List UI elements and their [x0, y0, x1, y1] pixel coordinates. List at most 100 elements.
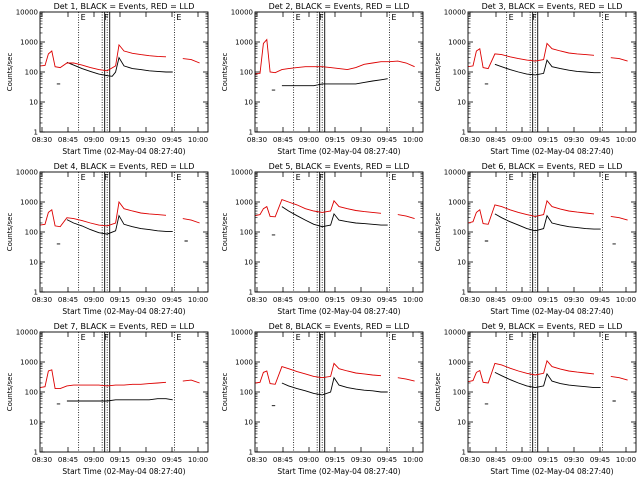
x-tick-label: 08:45 [486, 296, 506, 304]
x-axis-label: Start Time (02-May-04 08:27:40) [62, 307, 185, 316]
x-tick-label: 10:00 [616, 136, 636, 144]
y-tick-label: 1000 [448, 199, 466, 207]
plot-frame [467, 331, 637, 453]
y-tick-label: 10 [457, 259, 466, 267]
x-tick-label: 09:00 [299, 456, 319, 464]
series-line-lld [467, 42, 628, 70]
y-tick-label: 1 [462, 289, 466, 297]
x-tick-label: 08:30 [247, 456, 267, 464]
x-tick-label: 09:30 [564, 296, 584, 304]
series-line-lld [254, 38, 415, 75]
y-tick-label: 1000 [235, 199, 253, 207]
x-tick-label: 09:15 [110, 296, 130, 304]
plot-frame [39, 11, 209, 133]
series-line-lld [467, 359, 628, 384]
detector-panel-4: Det 4, BLACK = Events, RED = LLD Counts/s… [6, 162, 209, 316]
marker-annotation: E [391, 333, 396, 342]
y-tick-label: 10 [244, 259, 253, 267]
x-axis-label: Start Time (02-May-04 08:27:40) [62, 467, 185, 476]
y-tick-label: 10000 [444, 329, 466, 337]
x-tick-label: 09:30 [351, 296, 371, 304]
panel-title: Det 6, BLACK = Events, RED = LLD [482, 162, 623, 171]
x-tick-label: 08:30 [32, 136, 52, 144]
panel-title: Det 4, BLACK = Events, RED = LLD [54, 162, 195, 171]
series-line-lld [39, 200, 200, 228]
marker-annotation: F [319, 173, 324, 182]
x-tick-label: 08:30 [460, 296, 480, 304]
y-tick-label: 10000 [231, 169, 253, 177]
x-tick-label: 08:30 [32, 296, 52, 304]
marker-annotation: E [296, 173, 301, 182]
x-tick-label: 08:30 [247, 136, 267, 144]
x-tick-label: 09:45 [590, 296, 610, 304]
x-tick-label: 09:45 [590, 136, 610, 144]
x-tick-label: 09:45 [377, 296, 397, 304]
y-tick-label: 100 [453, 229, 466, 237]
y-tick-label: 10000 [16, 9, 38, 17]
marker-annotation: F [104, 13, 109, 22]
marker-annotation: E [296, 333, 301, 342]
x-tick-label: 09:30 [564, 456, 584, 464]
marker-annotation: F [532, 333, 537, 342]
x-tick-label: 08:45 [273, 136, 293, 144]
x-tick-label: 09:30 [351, 136, 371, 144]
x-tick-label: 08:30 [460, 136, 480, 144]
marker-annotation: E [176, 333, 181, 342]
x-tick-label: 09:15 [110, 136, 130, 144]
x-tick-label: 10:00 [188, 296, 208, 304]
y-tick-label: 1000 [448, 39, 466, 47]
x-axis-label: Start Time (02-May-04 08:27:40) [62, 147, 185, 156]
panel-title: Det 8, BLACK = Events, RED = LLD [269, 322, 410, 331]
marker-annotation: E [604, 173, 609, 182]
x-tick-label: 09:00 [84, 456, 104, 464]
series-line-events [271, 78, 388, 91]
y-tick-label: 10 [457, 99, 466, 107]
y-tick-label: 10 [29, 259, 38, 267]
marker-annotation: E [81, 173, 86, 182]
marker-annotation: E [509, 333, 514, 342]
x-tick-label: 09:30 [136, 296, 156, 304]
marker-annotation: E [391, 13, 396, 22]
y-axis-label: Counts/sec [6, 373, 14, 412]
y-tick-label: 1000 [20, 359, 38, 367]
x-tick-label: 09:30 [564, 136, 584, 144]
y-tick-label: 1000 [235, 39, 253, 47]
x-tick-label: 09:15 [538, 136, 558, 144]
y-axis-label: Counts/sec [434, 53, 442, 92]
panel-title: Det 9, BLACK = Events, RED = LLD [482, 322, 623, 331]
x-tick-label: 09:15 [538, 456, 558, 464]
y-tick-label: 100 [453, 389, 466, 397]
detector-panel-8: Det 8, BLACK = Events, RED = LLD Counts/s… [221, 322, 424, 476]
x-axis-label: Start Time (02-May-04 08:27:40) [277, 467, 400, 476]
series-line-events [484, 213, 616, 245]
y-tick-label: 10000 [231, 329, 253, 337]
x-tick-label: 09:15 [110, 456, 130, 464]
y-tick-label: 1 [249, 289, 253, 297]
detector-panel-9: Det 9, BLACK = Events, RED = LLD Counts/s… [434, 322, 637, 476]
plot-frame [467, 171, 637, 293]
x-axis-label: Start Time (02-May-04 08:27:40) [490, 467, 613, 476]
x-tick-label: 08:45 [58, 456, 78, 464]
series-line-events [271, 376, 388, 407]
marker-annotation: F [532, 13, 537, 22]
y-axis-label: Counts/sec [6, 213, 14, 252]
series-line-lld [39, 369, 200, 390]
y-tick-label: 10 [29, 419, 38, 427]
series-line-events [56, 214, 188, 245]
y-tick-label: 10000 [16, 169, 38, 177]
x-tick-label: 09:45 [162, 296, 182, 304]
panel-title: Det 3, BLACK = Events, RED = LLD [482, 2, 623, 11]
y-tick-label: 1 [34, 129, 38, 137]
y-tick-label: 10000 [231, 9, 253, 17]
x-tick-label: 09:45 [162, 136, 182, 144]
y-tick-label: 100 [25, 229, 38, 237]
x-tick-label: 10:00 [403, 296, 423, 304]
detector-panel-3: Det 3, BLACK = Events, RED = LLD Counts/s… [434, 2, 637, 156]
x-tick-label: 09:00 [84, 296, 104, 304]
marker-annotation: F [319, 333, 324, 342]
y-axis-label: Counts/sec [221, 373, 229, 412]
panel-title: Det 1, BLACK = Events, RED = LLD [54, 2, 195, 11]
x-tick-label: 09:00 [299, 296, 319, 304]
x-axis-label: Start Time (02-May-04 08:27:40) [277, 147, 400, 156]
